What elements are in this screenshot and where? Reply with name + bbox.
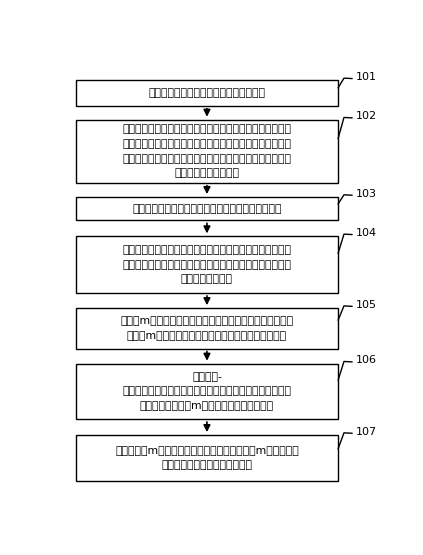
Text: 获取系统级集成电路的多层集成电路版图: 获取系统级集成电路的多层集成电路版图 <box>148 88 266 98</box>
Text: 当对第m个子系统的直流压降进行分析时，将多个子系统中
除了第m个子系统之外的所有子系统合成为待处理系统: 当对第m个子系统的直流压降进行分析时，将多个子系统中 除了第m个子系统之外的所有… <box>121 316 294 341</box>
Text: 对每个子系统的网格剖分节点进行依次编号，根据每个网格
剖分节点的信息列写用于直流压降分析的有限元方程组，得
到有限元稀疏矩阵: 对每个子系统的网格剖分节点进行依次编号，根据每个网格 剖分节点的信息列写用于直流… <box>122 245 291 285</box>
Bar <box>76 364 338 419</box>
Bar <box>76 197 338 220</box>
Bar <box>76 435 338 481</box>
Text: 采用星形-
三角形变换法消除所述有限元稀疏矩阵中待处理系统的内部
节点，获得分析第m个子系统场域的稀疏矩阵: 采用星形- 三角形变换法消除所述有限元稀疏矩阵中待处理系统的内部 节点，获得分析… <box>122 372 291 411</box>
Bar <box>76 236 338 293</box>
Bar <box>76 308 338 349</box>
Text: 102: 102 <box>356 111 377 121</box>
Text: 以层为单位将所述系统级集成电路划分为多个子系统: 以层为单位将所述系统级集成电路划分为多个子系统 <box>132 204 282 214</box>
Text: 101: 101 <box>356 72 377 82</box>
Text: 107: 107 <box>356 427 377 437</box>
Text: 求解分析第m个子系统场域的稀疏矩阵，获得第m个子系统场
域上的直流压降和电流密度分布: 求解分析第m个子系统场域的稀疏矩阵，获得第m个子系统场 域上的直流压降和电流密度… <box>115 446 299 471</box>
Text: 106: 106 <box>356 355 377 365</box>
Text: 103: 103 <box>356 189 377 199</box>
Bar <box>76 80 338 106</box>
Text: 105: 105 <box>356 300 377 310</box>
Text: 对多层集成电路版图中每层集成电路版图进行网格剖分，并
将外部电路与每层集成电路版图的连接点以及不同层集成电
路版图之间的过孔与每层集成电路版图的连接点插入到网格: 对多层集成电路版图中每层集成电路版图进行网格剖分，并 将外部电路与每层集成电路版… <box>122 124 291 178</box>
Bar <box>76 119 338 183</box>
Text: 104: 104 <box>356 228 377 238</box>
